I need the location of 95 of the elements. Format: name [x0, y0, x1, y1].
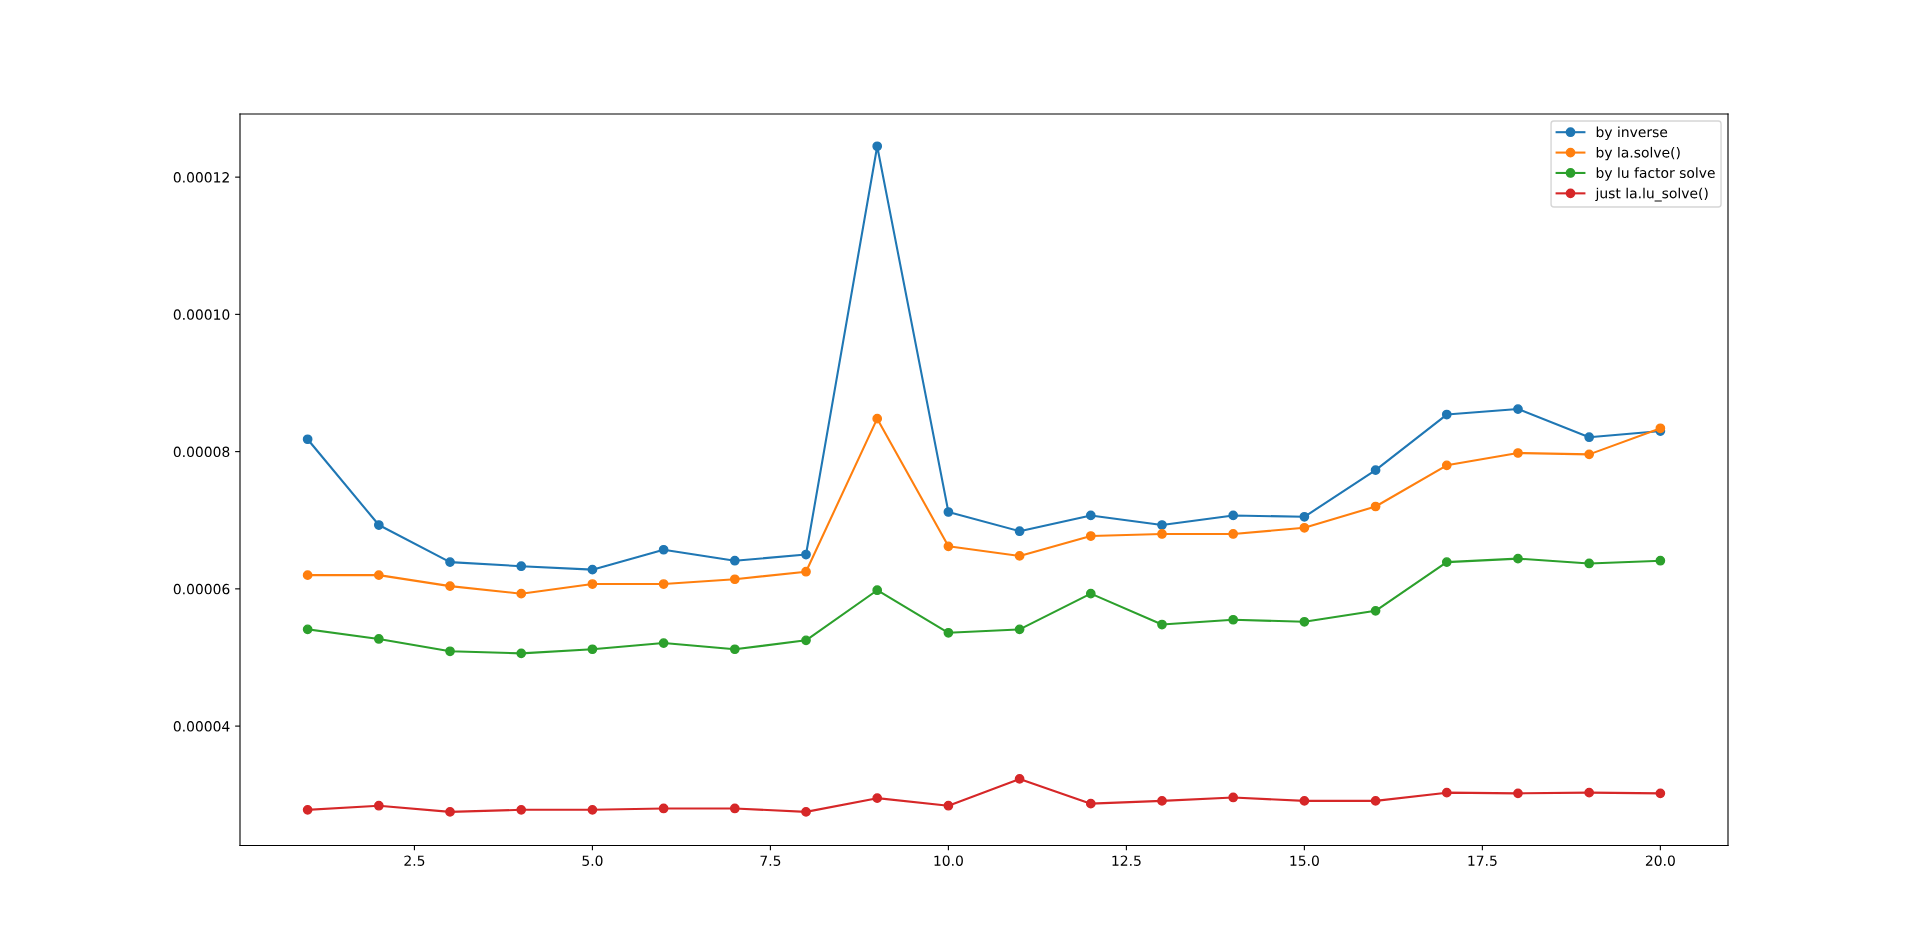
x-tick-label: 12.5 [1112, 855, 1141, 866]
point [1085, 510, 1096, 521]
point [1441, 409, 1452, 420]
point [872, 413, 883, 424]
point [1299, 511, 1310, 522]
y-tick-label: 0.00004 [173, 721, 230, 732]
point [1085, 798, 1096, 809]
point [516, 561, 527, 572]
point [445, 557, 455, 567]
point [1157, 529, 1167, 539]
point [373, 570, 384, 580]
point [1441, 557, 1452, 567]
point [801, 566, 811, 577]
point [1228, 529, 1239, 539]
point [1157, 796, 1167, 806]
point [658, 638, 669, 648]
legend-label: by la.solve() [1596, 146, 1680, 161]
point [1655, 788, 1666, 799]
point [516, 804, 527, 815]
y-tick-label: 0.00008 [173, 446, 230, 458]
point [445, 807, 455, 817]
legend-label: just la.lu_solve() [1595, 187, 1708, 202]
legend-label: by inverse [1596, 126, 1668, 140]
point [1299, 796, 1310, 806]
point [302, 434, 313, 445]
point [373, 800, 384, 811]
point [587, 804, 598, 815]
point [1655, 555, 1666, 566]
point [1014, 624, 1025, 635]
y-tick-label: 0.00012 [173, 172, 229, 183]
point [1513, 788, 1523, 799]
x-tick-label: 15.0 [1290, 855, 1319, 866]
y-tick-label: 0.00006 [173, 583, 230, 595]
point [516, 648, 527, 659]
point [943, 507, 954, 517]
point [445, 646, 455, 657]
point [1584, 558, 1595, 569]
point [1014, 774, 1025, 784]
point [1370, 605, 1381, 616]
point [373, 634, 384, 644]
point [302, 570, 313, 580]
point [1513, 448, 1523, 458]
x-tick-label: 20.0 [1645, 855, 1675, 866]
point [729, 803, 740, 814]
point [1370, 796, 1381, 806]
x-tick-label: 2.5 [404, 855, 425, 866]
point [1228, 614, 1239, 625]
point [872, 585, 883, 596]
point [658, 803, 669, 814]
point [1584, 449, 1595, 460]
point [1513, 553, 1523, 564]
point [729, 644, 740, 655]
y-tick-label: 0.00010 [173, 309, 230, 320]
point [302, 624, 313, 635]
point [373, 520, 384, 530]
point [1299, 616, 1310, 627]
point [658, 544, 669, 555]
point [801, 635, 811, 646]
point [943, 627, 954, 638]
point [1370, 465, 1381, 476]
point [801, 549, 811, 560]
point [801, 807, 811, 817]
legend-label: by lu factor solve [1596, 167, 1715, 181]
point [587, 644, 598, 655]
point [1370, 501, 1381, 512]
point [729, 574, 740, 585]
point [516, 588, 527, 599]
point [872, 793, 883, 804]
point [587, 564, 598, 575]
point [1014, 551, 1025, 561]
point [872, 141, 883, 152]
point [1441, 787, 1452, 798]
point [1584, 432, 1595, 443]
x-tick-label: 17.5 [1468, 855, 1497, 866]
point [1299, 522, 1310, 533]
point [943, 541, 954, 552]
point [1228, 510, 1239, 521]
point [1228, 792, 1239, 803]
point [1157, 619, 1167, 630]
point [658, 579, 669, 589]
x-tick-label: 7.5 [760, 855, 781, 866]
point [1441, 460, 1452, 471]
point [1014, 526, 1025, 537]
point [445, 581, 455, 591]
x-tick-label: 5.0 [582, 855, 603, 866]
point [302, 804, 313, 815]
point [1584, 787, 1595, 798]
x-tick-label: 10.0 [934, 855, 963, 866]
point [943, 800, 954, 811]
point [1085, 531, 1096, 541]
point [729, 555, 740, 566]
point [587, 579, 598, 589]
point [1513, 404, 1523, 414]
point [1157, 520, 1167, 530]
point [1085, 588, 1096, 599]
